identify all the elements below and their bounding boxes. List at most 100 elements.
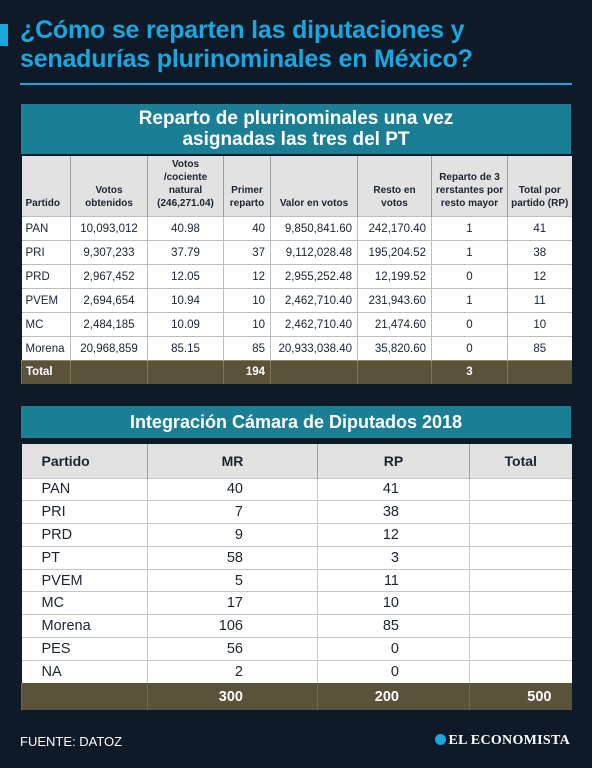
table-cell: 3 [317,545,470,570]
table-cell: PAN [21,477,148,501]
table-cell: 242,170.40 [357,216,432,241]
table-cell: 10 [507,312,572,337]
table-cell: 2,484,185 [70,312,148,337]
table-cell: PRI [21,500,148,524]
table1-col-header: Valor en votos [270,156,358,217]
table-cell: NA [21,659,148,684]
table-cell [270,360,358,384]
table-cell [469,568,572,592]
table-cell: 10 [223,312,271,337]
table-cell: 35,820.60 [357,336,432,361]
table-cell: 0 [431,312,508,337]
table-cell: 40 [147,477,318,501]
table-cell: 85 [507,336,572,361]
table-cell: PRD [21,523,148,547]
table2-total-row: 300 200 500 [21,683,572,711]
table-cell: 0 [431,336,508,361]
table2-col-header: Total [469,444,572,478]
table-cell [469,477,572,501]
table1-col-header: Votos obtenidos [70,156,148,217]
table-cell: 9,112,028.48 [270,240,358,265]
table1-col-header: Votos /cociente natural (246,271.04) [147,156,224,217]
table-cell: PVEM [21,288,71,313]
table-cell: 195,204.52 [357,240,432,265]
table-cell: 500 [469,683,572,711]
table1-heading-line2: asignadas las tres del PT [182,129,410,150]
table-cell: 10.94 [147,288,224,313]
table-cell: 1 [431,240,508,265]
logo-mark-icon [434,734,446,745]
table-cell: 11 [507,288,572,313]
table-cell: 38 [507,240,572,265]
table-cell: 10,093,012 [70,216,148,241]
table2-col-header: Partido [21,444,148,478]
table-row: PAN 10,093,012 40.98 40 9,850,841.60 242… [21,216,572,241]
table-cell: 41 [507,216,572,241]
table-cell: PVEM [21,568,148,592]
table1-col-header: Partido [21,156,71,217]
title-divider [20,83,572,85]
table-cell: 37 [223,240,271,265]
table-cell: 40.98 [147,216,224,241]
table-cell: PT [21,545,148,570]
table-cell: 37.79 [147,240,224,265]
table1-col-header: Reparto de 3 rerstantes por resto mayor [431,156,508,217]
table-cell: 17 [147,591,318,615]
table-cell: 12.05 [147,264,224,289]
table-cell [469,659,572,684]
table-row: PRD 2,967,452 12.05 12 2,955,252.48 12,1… [21,264,572,289]
table-row: PRI 9,307,233 37.79 37 9,112,028.48 195,… [21,240,572,265]
table-cell: 9,307,233 [70,240,148,265]
table-cell: 40 [223,216,271,241]
table-cell [469,591,572,615]
table-cell: 5 [147,568,318,592]
table-cell: 10 [223,288,271,313]
table1-col-header: Total por partido (RP) [507,156,572,217]
table-row: MC 2,484,185 10.09 10 2,462,710.40 21,47… [21,312,572,337]
table-cell: Morena [21,336,71,361]
table-cell: PES [21,637,148,661]
table-cell: 300 [147,683,318,711]
table-cell: 1 [431,288,508,313]
table2-col-header: RP [317,444,470,478]
table-row: PAN 40 41 [21,477,572,501]
table-cell: 85 [317,614,470,638]
table-cell: 2 [147,659,318,684]
table-cell: PRI [21,240,71,265]
publisher-logo-text: EL ECONOMISTA [448,733,570,748]
table-cell: 21,474.60 [357,312,432,337]
table-cell: PAN [21,216,71,241]
table-cell: 106 [147,614,318,638]
table-cell [469,545,572,570]
table1-heading-line1: Reparto de plurinominales una vez [138,108,454,129]
table-cell: 1 [431,216,508,241]
table-cell: 10.09 [147,312,224,337]
table-cell: MC [21,591,148,615]
table-cell: Total [21,360,71,384]
table-cell: 38 [317,500,470,524]
table-cell [507,360,572,384]
table-cell: Morena [21,614,148,638]
table2-col-header: MR [147,444,318,478]
table-cell: 231,943.60 [357,288,432,313]
table-cell [70,360,148,384]
table-cell: 11 [317,568,470,592]
table-cell: 2,955,252.48 [270,264,358,289]
table-cell: 2,462,710.40 [270,312,358,337]
table-row: PRI 7 38 [21,500,572,524]
table-cell: 9,850,841.60 [270,216,358,241]
table-cell [469,523,572,547]
page-title: ¿Cómo se reparten las diputaciones y sen… [20,16,473,73]
table-cell: 58 [147,545,318,570]
table-cell [357,360,432,384]
chamber-integration-table: Partido MR RP Total PAN 40 41 PRI 7 38 P… [21,444,572,711]
table-cell: 2,694,654 [70,288,148,313]
table-row: Morena 106 85 [21,614,572,638]
table-cell: 12 [507,264,572,289]
table-row: PVEM 5 11 [21,568,572,592]
table-cell [469,500,572,524]
table-cell: 41 [317,477,470,501]
table-cell: 7 [147,500,318,524]
table-cell: 12 [223,264,271,289]
table-row: MC 17 10 [21,591,572,615]
